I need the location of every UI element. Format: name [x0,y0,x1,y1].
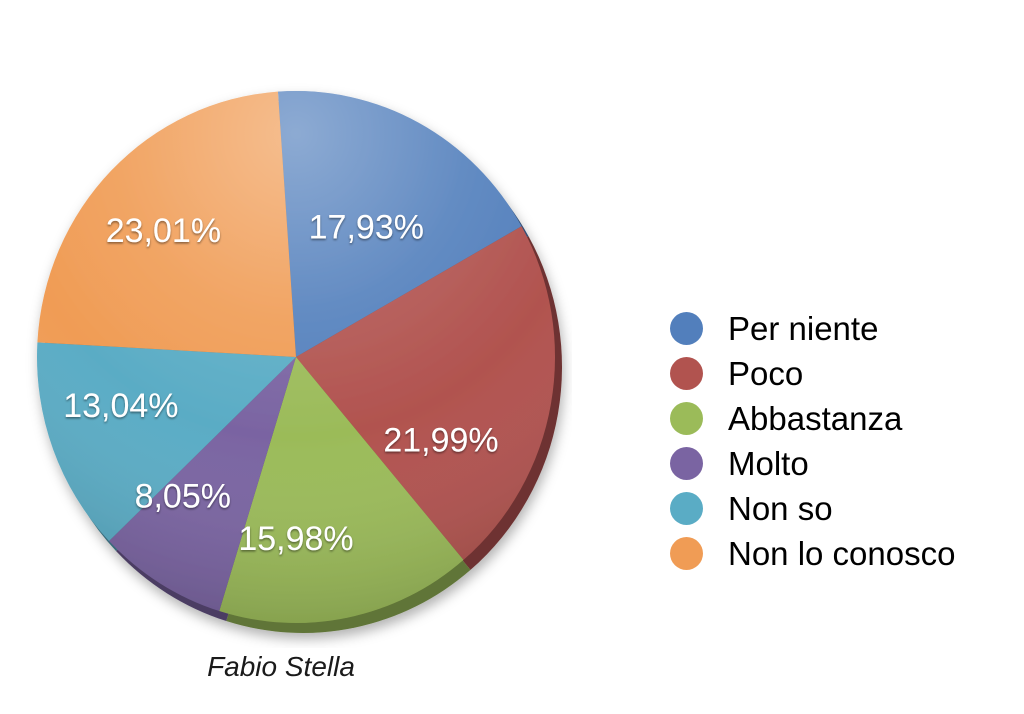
legend-label-non-so: Non so [728,490,833,527]
legend-label-poco: Poco [728,355,804,392]
legend-item-abbastanza: Abbastanza [670,396,955,441]
chart-legend: Per niente Poco Abbastanza Molto Non so Non l… [670,306,955,576]
legend-swatch-abbastanza [670,402,703,435]
legend-label-per-niente: Per niente [728,310,879,347]
legend-swatch-non-lo-conosco [670,537,703,570]
pie-value-label-molto: 8,05% [135,477,231,515]
legend-swatch-poco [670,357,703,390]
legend-item-non-so: Non so [670,486,955,531]
pie-gloss-overlay [37,91,555,623]
pie-value-label-non-lo-conosco: 23,01% [106,212,221,250]
pie-value-label-abbastanza: 15,98% [238,520,353,558]
pie-value-label-non-so: 13,04% [63,387,178,425]
pie-body [36,91,562,633]
pie-value-label-poco: 21,99% [383,421,498,459]
pie-value-label-per-niente: 17,93% [309,209,424,247]
legend-swatch-per-niente [670,312,703,345]
legend-swatch-molto [670,447,703,480]
legend-item-poco: Poco [670,351,955,396]
chart-caption: Fabio Stella [207,651,355,682]
legend-item-non-lo-conosco: Non lo conosco [670,531,955,576]
legend-item-molto: Molto [670,441,955,486]
legend-label-molto: Molto [728,445,809,482]
pie-chart: 17,93% 21,99% 15,98%8,05% 13,04% 23,01% [36,91,562,633]
legend-swatch-non-so [670,492,703,525]
legend-item-per-niente: Per niente [670,306,955,351]
pie-slice-labels: 17,93% 21,99% 15,98%8,05% 13,04% 23,01% [63,209,498,558]
legend-label-abbastanza: Abbastanza [728,400,903,437]
legend-label-non-lo-conosco: Non lo conosco [728,535,956,572]
